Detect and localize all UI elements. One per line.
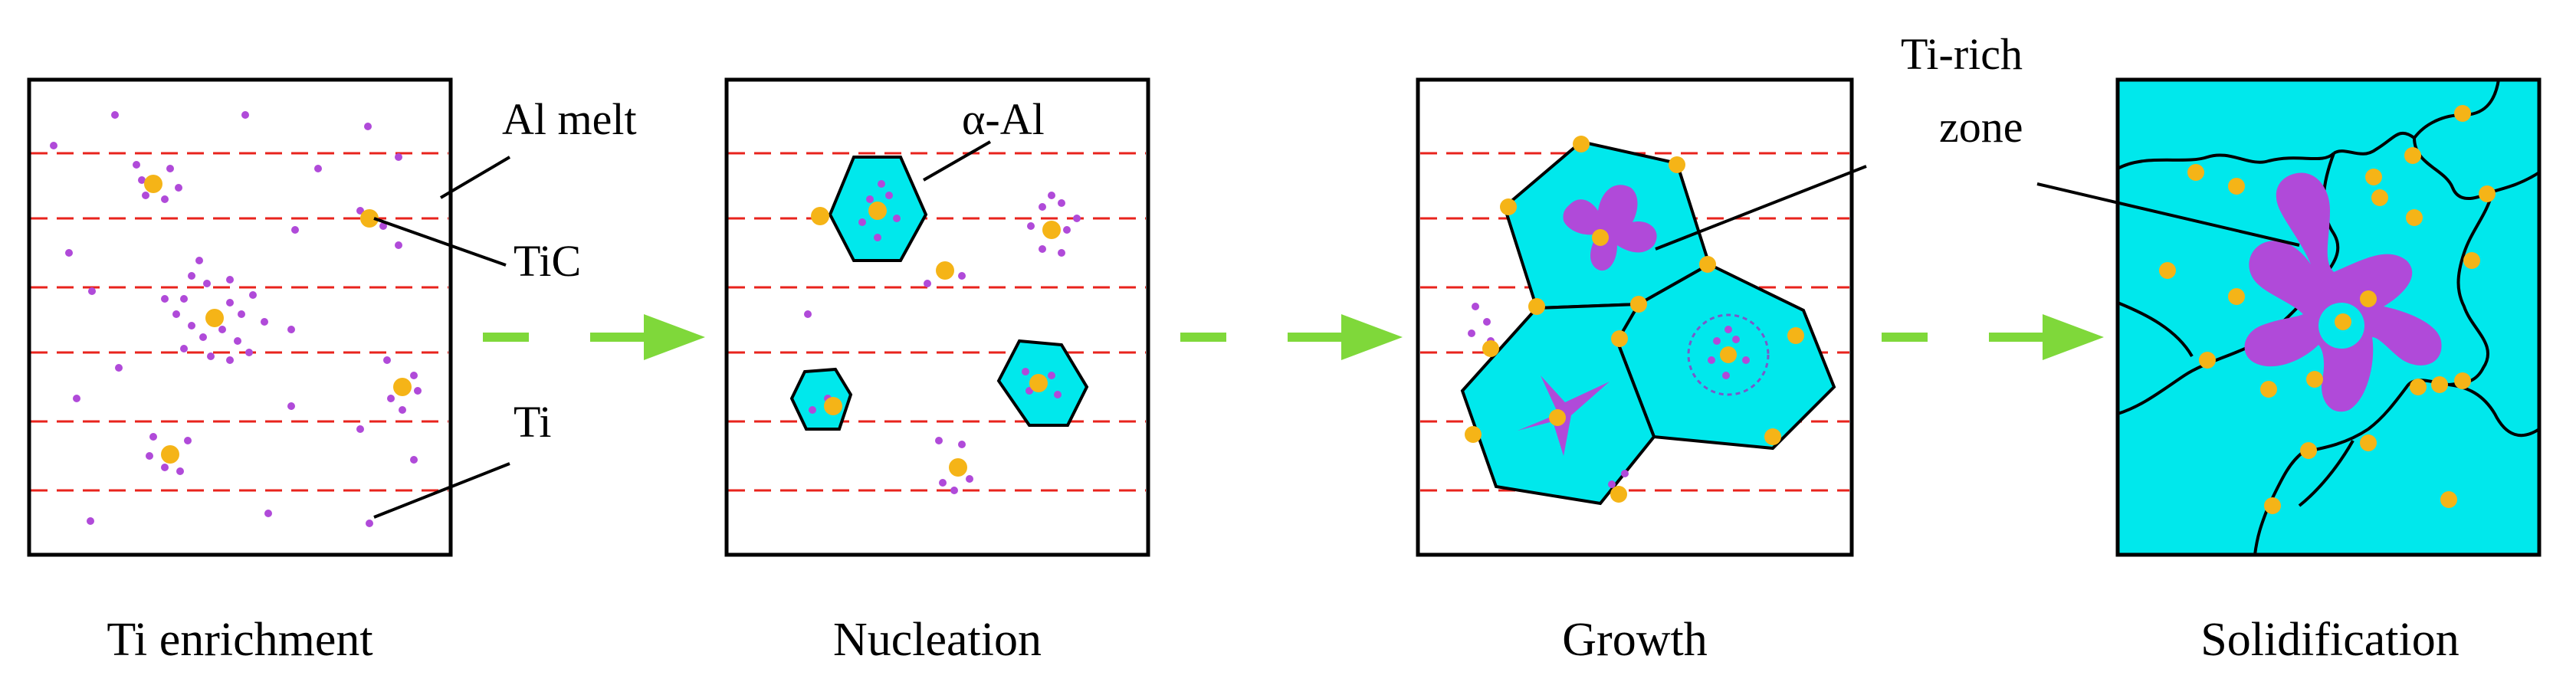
ti-atoms [1468, 303, 1750, 488]
tic-leader [373, 217, 507, 267]
ti-rich-dendrite [1563, 185, 1657, 271]
al-melt-label: Al melt [502, 94, 637, 144]
panel-frame [724, 77, 1150, 557]
panel-growth [1416, 77, 1867, 557]
tic-particles [144, 175, 412, 464]
ti-atoms [804, 180, 1081, 494]
caption-solidification: Solidification [2200, 614, 2460, 666]
ti-rich-halo [1687, 313, 1770, 396]
ti-rich-label-line2: zone [1939, 102, 2023, 152]
panel-ti-enrichment [27, 77, 511, 557]
melt-lines [31, 152, 448, 492]
ti-rich-zone-leader [2036, 182, 2300, 247]
caption-ti-enrichment: Ti enrichment [107, 614, 372, 666]
panel-frame [2115, 77, 2542, 557]
al-melt-leader [439, 156, 511, 199]
tic-particles [1465, 136, 1804, 503]
ti-leader [373, 462, 510, 519]
process-arrow [483, 314, 705, 360]
tic-particles [2159, 105, 2496, 514]
caption-growth: Growth [1562, 614, 1707, 666]
caption-nucleation: Nucleation [833, 614, 1042, 666]
process-arrow [1180, 314, 1403, 360]
alpha-al-grain [789, 367, 853, 431]
tic-label: TiC [514, 236, 581, 286]
alpha-al-label: α-Al [962, 94, 1045, 144]
ti-rich-zone-leader [1655, 165, 1867, 251]
tic-particles [811, 202, 1061, 477]
process-arrow [1882, 314, 2104, 360]
ti-rich-label-line1: Ti-rich [1901, 29, 2023, 79]
ti-rich-zone [2244, 172, 2442, 412]
ti-atoms [50, 111, 422, 527]
ti-label: Ti [514, 397, 552, 447]
panel-nucleation [724, 77, 1150, 557]
panel-frame [1416, 77, 1854, 557]
panel-solidification [2036, 77, 2542, 557]
alpha-al-leader [923, 140, 991, 182]
panel-frame [27, 77, 453, 557]
